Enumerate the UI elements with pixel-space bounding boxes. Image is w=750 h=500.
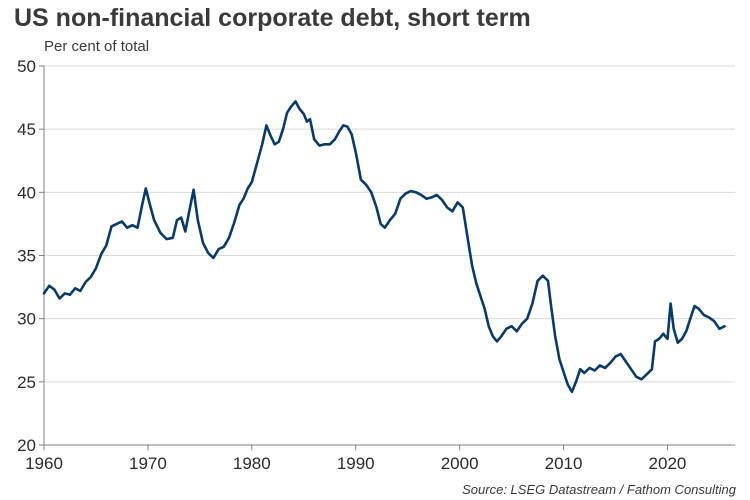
x-axis-ticks: 1960 1970 1980 1990 2000 2010 2020 [25, 445, 686, 473]
x-tick-label: 1980 [233, 454, 271, 473]
series-line [42, 100, 726, 394]
y-tick-label: 40 [17, 183, 36, 202]
source-note: Source: LSEG Datastream / Fathom Consult… [462, 482, 736, 497]
y-axis-unit-label: Per cent of total [44, 38, 150, 55]
x-tick-label: 2000 [441, 454, 479, 473]
x-tick-label: 2020 [649, 454, 687, 473]
x-tick-label: 2010 [545, 454, 583, 473]
y-axis-ticks: 20 25 30 35 40 45 50 [17, 57, 44, 455]
y-tick-label: 35 [17, 247, 36, 266]
y-tick-label: 45 [17, 120, 36, 139]
x-tick-label: 1970 [129, 454, 167, 473]
y-tick-label: 25 [17, 373, 36, 392]
grid-lines [44, 65, 735, 383]
y-tick-label: 30 [17, 310, 36, 329]
y-tick-label: 20 [17, 436, 36, 455]
x-tick-label: 1960 [25, 454, 63, 473]
chart-title: US non-financial corporate debt, short t… [14, 4, 531, 32]
x-tick-label: 1990 [337, 454, 375, 473]
y-tick-label: 50 [17, 57, 36, 76]
